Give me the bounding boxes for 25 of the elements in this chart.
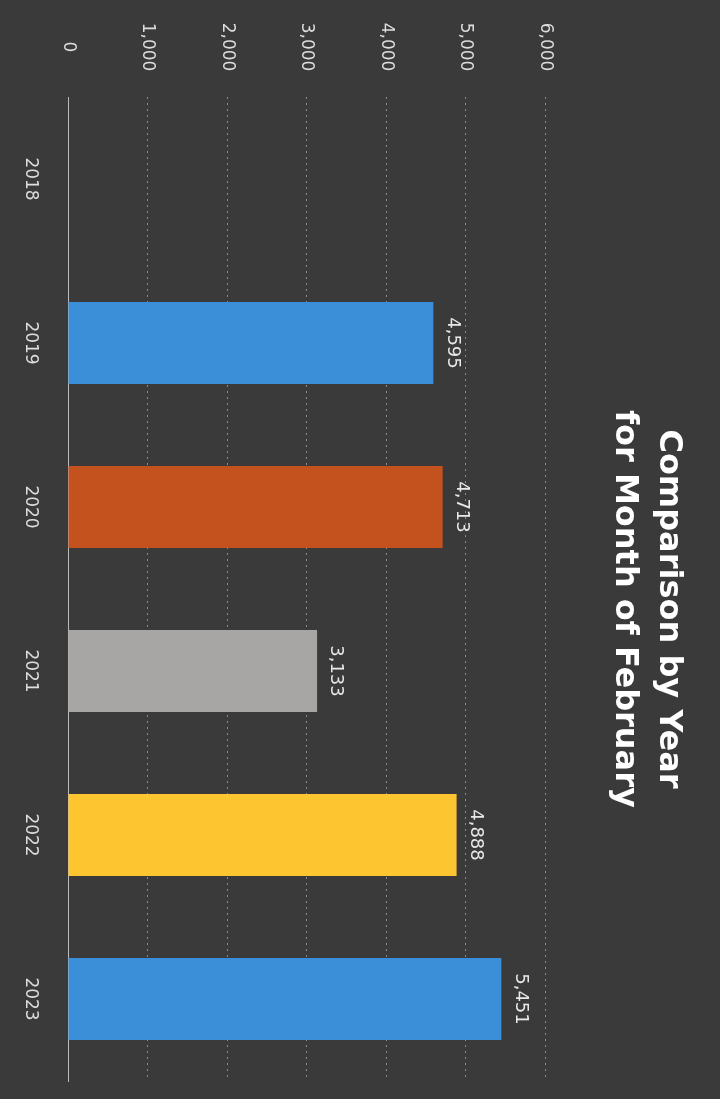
y-tick-label: 2023 — [21, 977, 42, 1021]
bar — [68, 466, 443, 548]
x-tick-label: 0 — [59, 41, 80, 53]
text: for Month of February — [607, 410, 646, 808]
y-tick-label: 2021 — [21, 649, 42, 693]
bar — [68, 794, 457, 876]
y-tick-label: 2019 — [21, 321, 42, 365]
y-tick-label: 2020 — [21, 485, 42, 529]
x-tick-label: 6,000 — [536, 22, 557, 72]
x-tick-label: 3,000 — [298, 22, 319, 72]
bar — [68, 302, 434, 384]
bar — [68, 630, 318, 712]
y-tick-label: 2018 — [21, 157, 42, 201]
x-tick-label: 2,000 — [218, 22, 239, 72]
x-tick-label: 4,000 — [377, 22, 398, 72]
data-label: 4,713 — [453, 481, 475, 533]
data-label: 3,133 — [327, 645, 349, 697]
x-tick-label: 1,000 — [139, 22, 160, 72]
y-tick-label: 2022 — [21, 813, 42, 857]
data-label: 5,451 — [511, 973, 533, 1025]
x-tick-label: 5,000 — [457, 22, 478, 72]
text: Comparison by Year — [651, 429, 690, 789]
bar — [68, 958, 502, 1040]
data-label: 4,595 — [443, 317, 465, 369]
data-label: 4,888 — [466, 809, 488, 861]
